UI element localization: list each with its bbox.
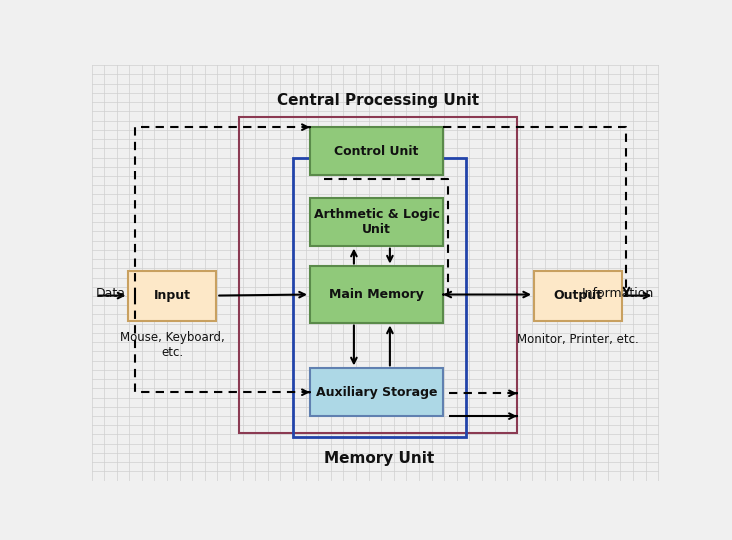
Bar xyxy=(310,266,444,322)
Text: Mouse, Keyboard,
etc.: Mouse, Keyboard, etc. xyxy=(120,331,225,359)
Text: Control Unit: Control Unit xyxy=(335,145,419,158)
Text: Information: Information xyxy=(582,287,654,300)
Text: Main Memory: Main Memory xyxy=(329,288,424,301)
Text: Central Processing Unit: Central Processing Unit xyxy=(277,93,479,109)
Bar xyxy=(239,117,517,433)
Bar xyxy=(293,158,466,437)
Text: Monitor, Printer, etc.: Monitor, Printer, etc. xyxy=(518,333,639,346)
Text: Memory Unit: Memory Unit xyxy=(324,451,434,465)
Bar xyxy=(310,127,444,175)
Text: Data: Data xyxy=(96,287,126,300)
Text: Output: Output xyxy=(553,289,602,302)
Text: Auxiliary Storage: Auxiliary Storage xyxy=(315,386,437,399)
Bar xyxy=(310,368,444,416)
Bar xyxy=(128,271,217,321)
Text: Arthmetic & Logic
Unit: Arthmetic & Logic Unit xyxy=(313,208,439,236)
Bar xyxy=(534,271,622,321)
Text: Input: Input xyxy=(154,289,191,302)
Bar xyxy=(310,198,444,246)
